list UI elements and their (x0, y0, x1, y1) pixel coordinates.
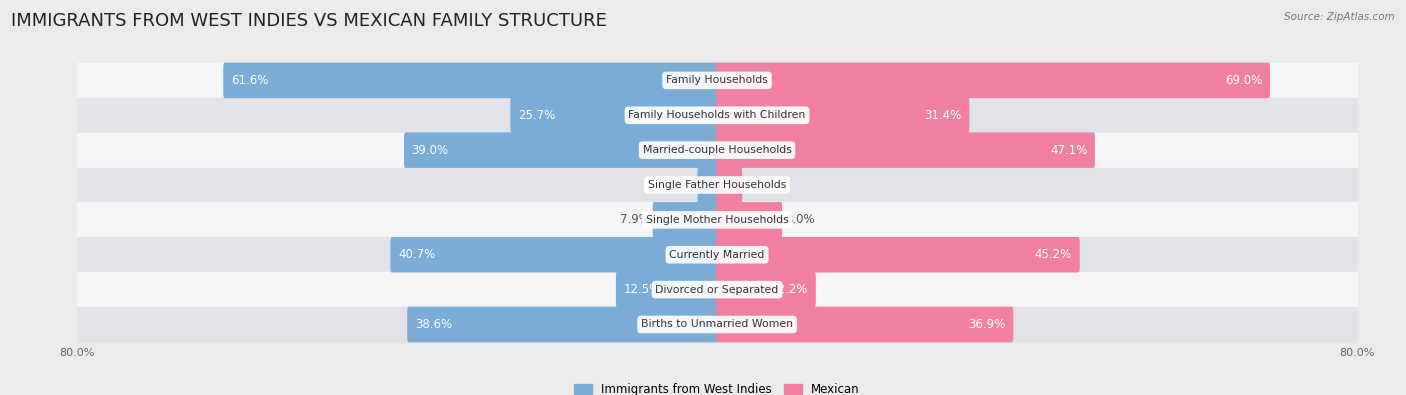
Text: 7.9%: 7.9% (620, 213, 650, 226)
Text: IMMIGRANTS FROM WEST INDIES VS MEXICAN FAMILY STRUCTURE: IMMIGRANTS FROM WEST INDIES VS MEXICAN F… (11, 12, 607, 30)
FancyBboxPatch shape (716, 237, 1080, 273)
FancyBboxPatch shape (716, 272, 815, 307)
Text: 45.2%: 45.2% (1035, 248, 1073, 261)
Bar (77, 203, 1357, 237)
Text: 8.0%: 8.0% (785, 213, 814, 226)
Text: 12.5%: 12.5% (623, 283, 661, 296)
Text: Family Households: Family Households (666, 75, 768, 85)
FancyBboxPatch shape (224, 63, 718, 98)
FancyBboxPatch shape (616, 272, 718, 307)
Bar (77, 237, 1357, 272)
Text: 61.6%: 61.6% (231, 74, 269, 87)
Text: Currently Married: Currently Married (669, 250, 765, 260)
Text: Divorced or Separated: Divorced or Separated (655, 285, 779, 295)
FancyBboxPatch shape (391, 237, 718, 273)
Bar (77, 272, 1357, 307)
Text: Source: ZipAtlas.com: Source: ZipAtlas.com (1284, 12, 1395, 22)
FancyBboxPatch shape (716, 132, 1095, 168)
FancyBboxPatch shape (697, 167, 718, 203)
Text: 69.0%: 69.0% (1225, 74, 1263, 87)
FancyBboxPatch shape (408, 307, 718, 342)
Bar (77, 63, 1357, 98)
Text: 38.6%: 38.6% (415, 318, 451, 331)
Text: 36.9%: 36.9% (969, 318, 1005, 331)
FancyBboxPatch shape (716, 98, 969, 133)
Text: Single Father Households: Single Father Households (648, 180, 786, 190)
Text: 47.1%: 47.1% (1050, 144, 1087, 157)
Text: 31.4%: 31.4% (925, 109, 962, 122)
Text: Married-couple Households: Married-couple Households (643, 145, 792, 155)
Bar (77, 167, 1357, 202)
Text: 40.7%: 40.7% (398, 248, 436, 261)
Legend: Immigrants from West Indies, Mexican: Immigrants from West Indies, Mexican (571, 380, 863, 395)
Text: Single Mother Households: Single Mother Households (645, 215, 789, 225)
Text: 3.0%: 3.0% (745, 179, 775, 192)
Text: 25.7%: 25.7% (517, 109, 555, 122)
Text: 12.2%: 12.2% (770, 283, 808, 296)
Text: 2.3%: 2.3% (665, 179, 695, 192)
FancyBboxPatch shape (652, 202, 718, 238)
Bar (77, 307, 1357, 342)
Bar (77, 98, 1357, 133)
FancyBboxPatch shape (404, 132, 718, 168)
Bar (77, 133, 1357, 167)
FancyBboxPatch shape (716, 202, 782, 238)
FancyBboxPatch shape (716, 167, 742, 203)
FancyBboxPatch shape (716, 307, 1014, 342)
Text: Births to Unmarried Women: Births to Unmarried Women (641, 320, 793, 329)
FancyBboxPatch shape (716, 63, 1270, 98)
Text: 39.0%: 39.0% (412, 144, 449, 157)
FancyBboxPatch shape (510, 98, 718, 133)
Text: Family Households with Children: Family Households with Children (628, 110, 806, 120)
